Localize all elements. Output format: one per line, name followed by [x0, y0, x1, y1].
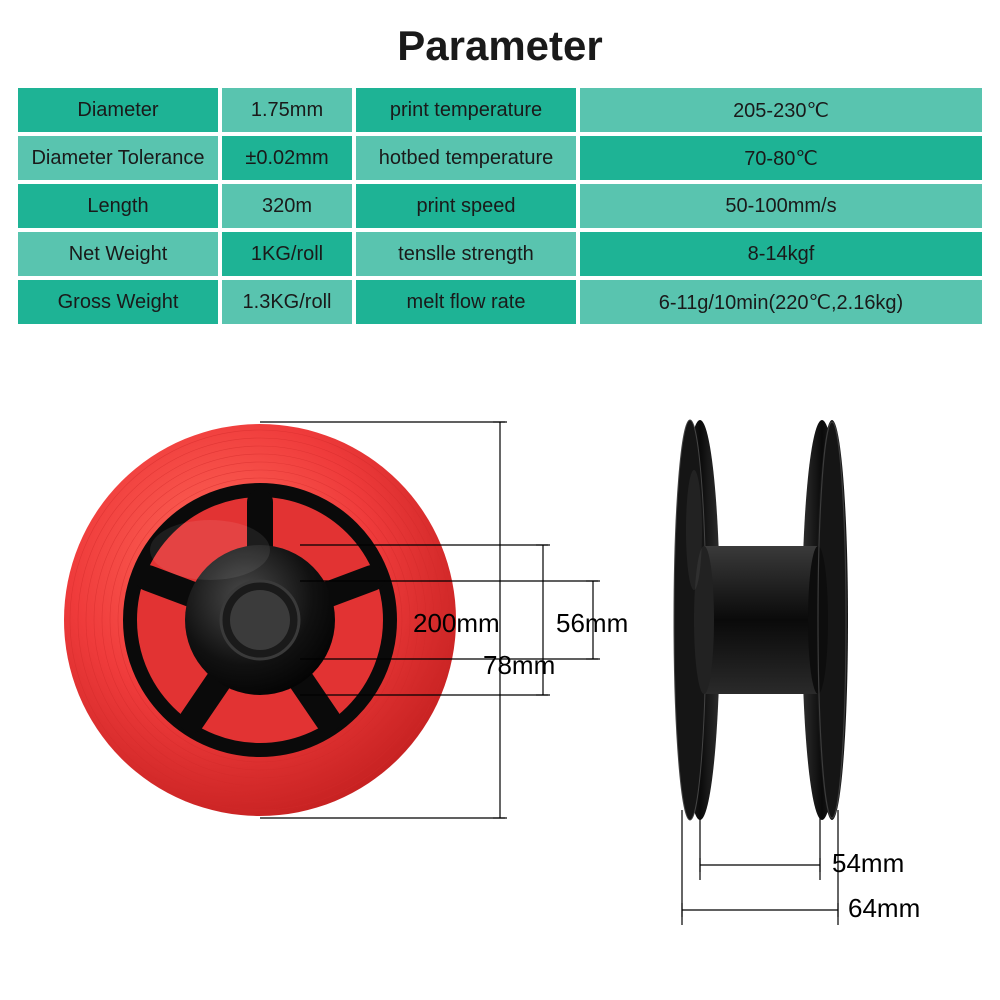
table-row: Length320mprint speed50-100mm/s: [18, 184, 982, 228]
table-cell: 205-230℃: [580, 88, 982, 132]
table-row: Gross Weight1.3KG/rollmelt flow rate6-11…: [18, 280, 982, 324]
table-cell: print temperature: [356, 88, 576, 132]
table-cell: Gross Weight: [18, 280, 218, 324]
spool-front-view: [60, 420, 460, 820]
table-row: Net Weight1KG/rolltenslle strength8-14kg…: [18, 232, 982, 276]
table-cell: Net Weight: [18, 232, 218, 276]
table-cell: Diameter Tolerance: [18, 136, 218, 180]
parameter-table: Diameter1.75mmprint temperature205-230℃D…: [0, 88, 1000, 324]
table-cell: 50-100mm/s: [580, 184, 982, 228]
table-row: Diameter Tolerance±0.02mmhotbed temperat…: [18, 136, 982, 180]
table-cell: tenslle strength: [356, 232, 576, 276]
table-cell: melt flow rate: [356, 280, 576, 324]
dim-hub-diameter: 78mm: [483, 650, 555, 681]
table-cell: 1.3KG/roll: [222, 280, 352, 324]
table-cell: 1KG/roll: [222, 232, 352, 276]
table-cell: 8-14kgf: [580, 232, 982, 276]
dim-outer-width: 64mm: [848, 893, 920, 924]
table-cell: 320m: [222, 184, 352, 228]
spool-side-view: [640, 410, 880, 850]
page-title: Parameter: [0, 0, 1000, 88]
table-cell: 1.75mm: [222, 88, 352, 132]
table-row: Diameter1.75mmprint temperature205-230℃: [18, 88, 982, 132]
diagram-area: 200mm 78mm 56mm 54mm 64mm: [0, 340, 1000, 980]
table-cell: Diameter: [18, 88, 218, 132]
dim-bore-diameter: 56mm: [556, 608, 628, 639]
dim-inner-width: 54mm: [832, 848, 904, 879]
table-cell: hotbed temperature: [356, 136, 576, 180]
table-cell: print speed: [356, 184, 576, 228]
table-cell: ±0.02mm: [222, 136, 352, 180]
table-cell: 70-80℃: [580, 136, 982, 180]
table-cell: Length: [18, 184, 218, 228]
table-cell: 6-11g/10min(220℃,2.16kg): [580, 280, 982, 324]
dim-outer-diameter: 200mm: [413, 608, 500, 639]
